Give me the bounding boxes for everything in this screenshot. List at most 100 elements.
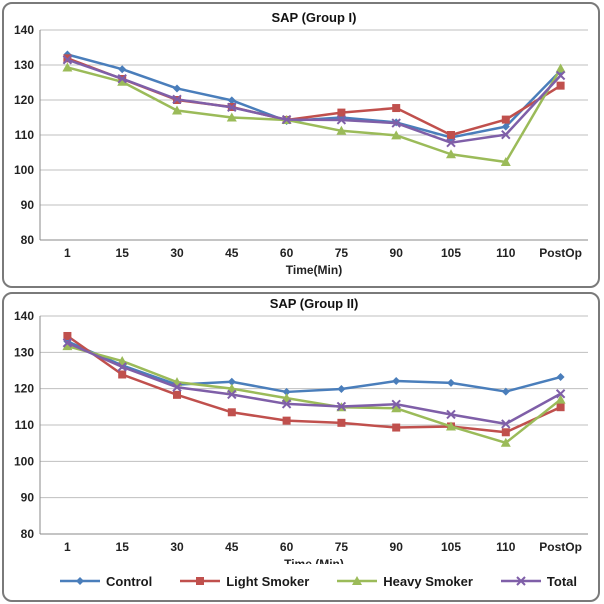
legend-swatch-light-smoker: [180, 577, 221, 585]
legend-swatch-control: [60, 577, 100, 585]
group-2-series-control-point-9: [556, 373, 565, 382]
group-1-series-heavy-smoker-point-2: [172, 105, 182, 115]
group-2-y-tick-80: 80: [21, 527, 35, 541]
group-2-series-total-point-2: [172, 382, 182, 392]
group-1-series-total-point-4: [281, 114, 292, 125]
group-2-series-total-point-9-stroke-b: [555, 389, 566, 399]
group-2-series-heavy-smoker-point-4: [281, 393, 292, 403]
group-1-x-tick-110: 110: [496, 246, 516, 260]
group-1-series-heavy-smoker-point-9: [555, 63, 566, 73]
group-1-series-light-smoker-point-5: [337, 108, 346, 117]
group-2-series-heavy-smoker-point-7: [446, 421, 456, 431]
group-2-series-control-point-4: [282, 387, 291, 396]
group-1-series-heavy-smoker-line: [67, 66, 562, 164]
group-2-series-total-point-5-stroke-b: [336, 401, 347, 412]
group-2-x-tick-1: 1: [64, 540, 71, 554]
group-1-series-light-smoker-point-8: [501, 115, 510, 124]
group-2-title: SAP (Group II): [270, 296, 359, 311]
group-1-y-tick-110: 110: [15, 128, 35, 142]
legend-label-heavy-smoker: Heavy Smoker: [383, 573, 473, 589]
group-2-series-heavy-smoker-point-9: [555, 394, 566, 404]
group-2-y-tick-110: 110: [15, 418, 35, 432]
group-2-series-total-point-6: [391, 399, 401, 409]
group-2-series-total-point-7-stroke-b: [446, 409, 456, 420]
legend-label-light-smoker: Light Smoker: [226, 573, 310, 589]
group-2-series-light-smoker-point-6: [392, 423, 401, 432]
group-1-y-tick-80: 80: [21, 233, 35, 247]
legend-label-control: Control: [106, 573, 153, 589]
group-1-series-heavy-smoker-point-5: [336, 125, 347, 135]
group-1-series-total-point-7: [446, 137, 456, 148]
group-1-series-total-point-0: [62, 55, 73, 65]
group-1-y-tick-120: 120: [14, 93, 34, 107]
group-2-series-total: [62, 338, 566, 429]
group-1-series-total-point-9: [555, 70, 566, 81]
group-1-series-total-point-3: [227, 102, 237, 113]
group-1-x-tick-postop: PostOp: [539, 246, 582, 260]
legend-item-heavy-smoker: Heavy Smoker: [337, 574, 473, 589]
group-1-series-control-point-8: [501, 122, 510, 131]
group-1-series-heavy-smoker-point-6: [391, 130, 402, 140]
group-2-series-control-point-6: [392, 377, 401, 386]
group-2-x-axis-label: Time (Min): [284, 557, 344, 564]
chart-sap-group-1: SAP (Group I) 80 90 100 110 120 130 140 1 15 30 45 6…: [14, 10, 588, 277]
group-2-x-tick-105: 105: [441, 540, 461, 554]
group-1-title: SAP (Group I): [272, 10, 357, 25]
group-2-x-tick-60: 60: [280, 540, 294, 554]
group-1-series-heavy-smoker-point-8: [500, 156, 511, 166]
group-1-y-tick-140: 140: [14, 23, 34, 37]
group-1-series-total-point-8-stroke-b: [501, 129, 511, 140]
group-2-x-tick-45: 45: [225, 540, 239, 554]
group-1-series-light-smoker-point-9: [556, 81, 565, 90]
group-2-x-tick-90: 90: [390, 540, 404, 554]
group-1-x-tick-75: 75: [335, 246, 349, 260]
group-1-series-total-point-0-stroke-b: [62, 55, 73, 65]
chart-panel-group-2: SAP (Group II) 80 90 100 110 120 130 140 1 15 30 45…: [2, 292, 600, 602]
group-2-x-tick-postop: PostOp: [539, 540, 582, 554]
group-2-series-total-point-4: [281, 399, 292, 409]
group-2-series-heavy-smoker-point-0: [62, 341, 73, 351]
group-2-series-light-smoker-point-2: [173, 390, 181, 399]
group-2-y-tick-130: 130: [14, 345, 34, 359]
group-1-series-light-smoker-line: [66, 57, 562, 137]
group-1-series-control-point-3: [227, 96, 236, 105]
legend-label-total: Total: [546, 573, 578, 589]
group-1-x-tick-60: 60: [280, 246, 294, 260]
group-1-series-total-line: [66, 58, 562, 144]
group-2-series-total-point-6-stroke-b: [391, 399, 401, 409]
group-2-series-light-smoker: [63, 331, 565, 437]
group-1-x-axis-label: Time(Min): [286, 263, 342, 277]
group-1-series-total-point-4-stroke-b: [281, 114, 292, 125]
group-1-series-total-point-2-stroke-b: [172, 94, 182, 105]
group-1-series-total: [62, 55, 566, 148]
group-2-x-tick-110: 110: [496, 540, 516, 554]
group-2-series-light-smoker-point-0: [63, 331, 72, 340]
group-2-series-total-point-7: [446, 409, 456, 420]
legend-item-total: Total: [500, 573, 578, 589]
group-2-series-light-smoker-point-3: [227, 408, 236, 417]
group-2-series-control-point-8: [501, 387, 510, 396]
group-2-series-total-point-1-stroke-b: [117, 362, 127, 372]
group-1-series-total-point-8: [501, 129, 511, 140]
group-2-series-total-point-9: [555, 389, 566, 399]
group-1-series-heavy-smoker-point-3: [226, 112, 237, 122]
legend-swatch-total-marker: [516, 576, 526, 586]
group-2-series-control-point-7: [447, 378, 455, 387]
group-1-series-heavy-smoker: [62, 62, 566, 166]
group-1-x-tick-90: 90: [390, 246, 404, 260]
chart-legend: Control Light Smoker Heavy Smoker Total: [60, 570, 580, 592]
group-2-x-tick-30: 30: [170, 540, 184, 554]
legend-swatch-total-marker-stroke-b: [516, 576, 526, 586]
group-1-y-tick-130: 130: [14, 58, 34, 72]
group-2-series-total-point-4-stroke-b: [281, 399, 292, 409]
group-1-x-tick-45: 45: [225, 246, 239, 260]
group-1-series-total-point-5-stroke-b: [336, 115, 347, 125]
legend-swatch-light-smoker-marker: [196, 577, 205, 585]
group-2-series-control-line: [66, 340, 561, 394]
group-1-series-heavy-smoker-point-0: [62, 62, 73, 72]
group-1-series-total-point-1: [117, 73, 127, 84]
legend-swatch-control-marker: [76, 577, 84, 585]
group-2-series-light-smoker-point-5: [337, 418, 346, 427]
group-2-series-total-point-2-stroke-b: [172, 382, 182, 392]
group-2-series-total-point-8-stroke-b: [501, 419, 511, 429]
